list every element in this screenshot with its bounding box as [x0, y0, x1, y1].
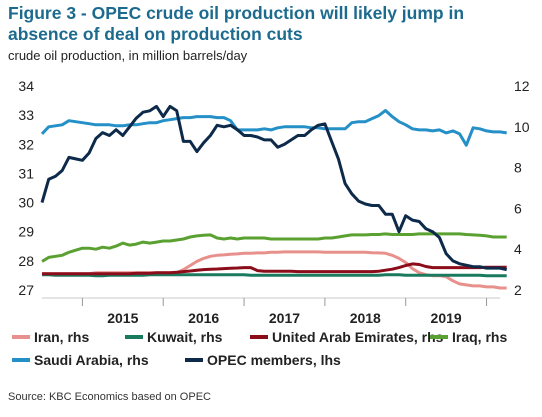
- series-line-iraq-rhs: [41, 232, 507, 263]
- series-line-saudi-arabia-rhs: [40, 109, 507, 147]
- legend-label: Kuwait, rhs: [147, 329, 223, 345]
- legend-label: Iran, rhs: [34, 329, 89, 345]
- left-axis-tick-label: 27: [18, 282, 34, 298]
- legend-label: Iraq, rhs: [452, 329, 507, 345]
- left-axis-tick-label: 34: [18, 78, 34, 94]
- x-axis-tick-label: 2019: [431, 310, 462, 326]
- chart-title: Figure 3 - OPEC crude oil production wil…: [8, 3, 465, 44]
- legend-label: Saudi Arabia, rhs: [34, 352, 149, 368]
- series-line-united-arab-emirates-rhs: [42, 262, 507, 276]
- right-axis-tick-label: 2: [514, 282, 522, 298]
- left-axis-tick-label: 31: [18, 165, 34, 181]
- left-axis-tick-label: 29: [18, 224, 34, 240]
- x-axis-tick-label: 2016: [188, 310, 219, 326]
- left-axis-tick-label: 33: [18, 107, 34, 123]
- right-axis-tick-label: 12: [514, 78, 530, 94]
- right-axis-tick-label: 4: [514, 241, 522, 257]
- x-axis-tick-label: 2017: [269, 310, 300, 326]
- right-axis-tick-label: 8: [514, 160, 522, 176]
- chart-subtitle: crude oil production, in million barrels…: [8, 48, 248, 63]
- source-note: Source: KBC Economics based on OPEC: [8, 391, 211, 403]
- left-axis-tick-label: 28: [18, 253, 34, 269]
- left-axis-tick-label: 32: [18, 136, 34, 152]
- series-line-opec-members-lhs: [40, 104, 508, 272]
- series-line-kuwait-rhs: [42, 273, 507, 278]
- right-axis-tick-label: 6: [514, 200, 522, 216]
- x-axis-tick-label: 2015: [107, 310, 138, 326]
- left-axis-tick-label: 30: [18, 195, 34, 211]
- x-axis-tick-label: 2018: [350, 310, 381, 326]
- legend-label: United Arab Emirates, rhs: [272, 329, 444, 345]
- legend-label: OPEC members, lhs: [207, 352, 341, 368]
- right-axis-tick-label: 10: [514, 119, 530, 135]
